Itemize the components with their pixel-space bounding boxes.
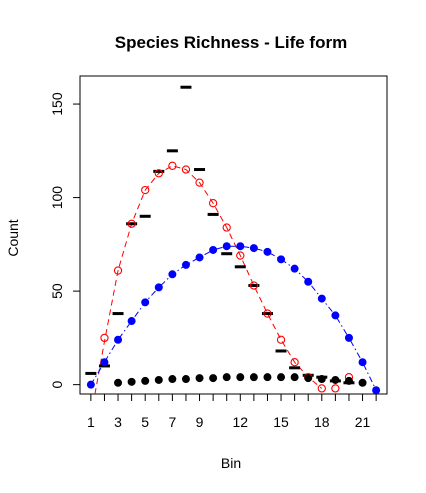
y-axis: 0 50 100 150: [49, 92, 80, 388]
y-tick-label: 0: [49, 381, 65, 389]
fit-curves: [91, 166, 376, 394]
y-axis-label: Count: [5, 219, 21, 256]
data-point: [318, 375, 325, 382]
data-point: [223, 374, 230, 381]
data-point: [332, 312, 339, 319]
data-point: [373, 387, 380, 394]
data-point: [345, 334, 352, 341]
plot-frame: [80, 76, 387, 394]
data-point: [155, 376, 162, 383]
chart-title: Species Richness - Life form: [115, 33, 347, 52]
data-point: [114, 379, 121, 386]
fit-curve-1: [95, 166, 322, 394]
x-axis: 1 3 5 7 9 12 15 18 21: [87, 394, 376, 430]
series-2: [101, 162, 353, 392]
data-point: [142, 377, 149, 384]
x-tick-label: 1: [87, 414, 95, 430]
data-point: [142, 299, 149, 306]
data-point: [250, 374, 257, 381]
data-point: [345, 377, 352, 384]
data-point: [114, 336, 121, 343]
x-tick-label: 3: [114, 414, 122, 430]
y-tick-label: 100: [49, 186, 65, 210]
data-point: [237, 243, 244, 250]
y-tick-label: 50: [49, 283, 65, 299]
x-tick-label: 15: [273, 414, 289, 430]
data-point: [87, 381, 94, 388]
data-point: [169, 375, 176, 382]
data-point: [101, 359, 108, 366]
data-point: [182, 375, 189, 382]
data-point: [155, 284, 162, 291]
data-point: [318, 295, 325, 302]
series-3: [87, 243, 379, 394]
data-point: [332, 376, 339, 383]
data-point: [169, 271, 176, 278]
data-series: [85, 87, 379, 394]
data-point: [210, 375, 217, 382]
data-point: [237, 374, 244, 381]
data-point: [277, 256, 284, 263]
x-tick-label: 5: [141, 414, 149, 430]
data-point: [223, 243, 230, 250]
data-point: [264, 374, 271, 381]
x-tick-label: 18: [314, 414, 330, 430]
series-4: [114, 374, 366, 387]
data-point: [332, 385, 339, 392]
data-point: [250, 244, 257, 251]
x-tick-label: 21: [355, 414, 371, 430]
x-axis-label: Bin: [221, 455, 241, 471]
data-point: [277, 336, 284, 343]
data-point: [359, 379, 366, 386]
data-point: [291, 265, 298, 272]
data-point: [128, 317, 135, 324]
data-point: [305, 278, 312, 285]
data-point: [359, 359, 366, 366]
data-point: [210, 246, 217, 253]
data-point: [182, 261, 189, 268]
data-point: [196, 254, 203, 261]
data-point: [128, 378, 135, 385]
series-1: [85, 87, 354, 383]
x-tick-label: 7: [168, 414, 176, 430]
data-point: [264, 248, 271, 255]
y-tick-label: 150: [49, 92, 65, 116]
data-point: [305, 375, 312, 382]
data-point: [169, 162, 176, 169]
x-tick-label: 9: [196, 414, 204, 430]
data-point: [291, 374, 298, 381]
data-point: [277, 374, 284, 381]
x-tick-label: 12: [233, 414, 249, 430]
data-point: [196, 375, 203, 382]
